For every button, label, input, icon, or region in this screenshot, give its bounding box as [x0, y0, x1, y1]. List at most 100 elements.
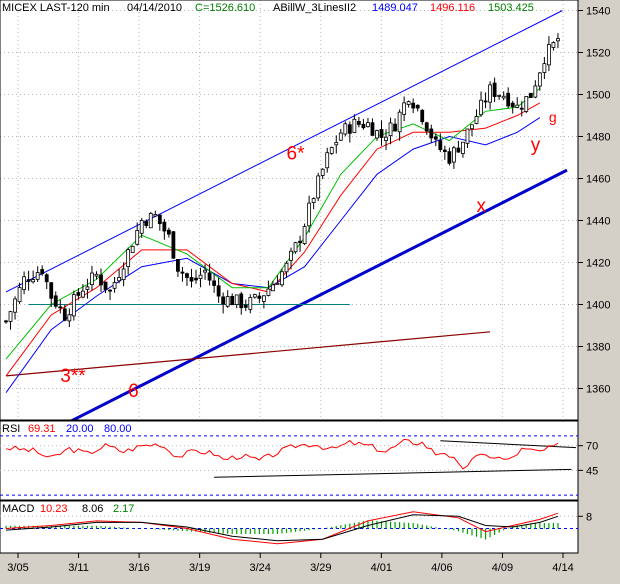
x-tick-label: 3/05 — [7, 562, 28, 574]
y-tick-label: 1500 — [586, 90, 610, 102]
candle-body — [406, 101, 411, 105]
candle — [442, 145, 447, 160]
candle — [551, 41, 556, 51]
candle — [556, 33, 560, 49]
candle-body — [537, 72, 542, 87]
macd-value-1: 10.23 — [40, 503, 68, 515]
candle — [366, 117, 370, 128]
candle-body — [194, 277, 198, 281]
candle — [148, 211, 153, 229]
candle-body — [429, 128, 434, 139]
candle — [456, 140, 461, 153]
macd-value-2: 8.06 — [82, 503, 103, 515]
candle-body — [203, 269, 207, 273]
x-tick-label: 3/19 — [189, 562, 210, 574]
candle-body — [17, 287, 22, 303]
candle — [284, 261, 289, 278]
candle-body — [556, 38, 560, 42]
rsi-level-low: 20.00 — [66, 423, 94, 435]
candle-body — [506, 92, 511, 107]
candle-body — [176, 259, 180, 272]
candle-body — [135, 230, 140, 245]
candle-body — [85, 286, 90, 290]
candle-body — [334, 142, 339, 146]
candle — [289, 247, 293, 270]
annotation-label: y — [531, 135, 541, 156]
candle-body — [524, 96, 529, 112]
candle-body — [53, 295, 58, 307]
candle — [429, 124, 434, 143]
candle — [451, 145, 456, 169]
header-value-green: 1503.425 — [488, 2, 534, 14]
candle — [81, 284, 85, 299]
candle — [243, 299, 248, 312]
candle — [384, 129, 388, 151]
y-tick-label: 1460 — [586, 174, 610, 186]
candle-body — [433, 136, 438, 140]
candle-body — [379, 129, 384, 138]
candle — [26, 270, 31, 291]
candle-body — [148, 213, 153, 229]
candle — [515, 97, 520, 109]
candle-body — [361, 123, 366, 129]
header-close: C=1526.610 — [195, 2, 255, 14]
macd-axis: 8 — [578, 511, 592, 523]
x-axis: 3/05 3/11 3/16 3/19 3/24 3/29 4/01 4/06 4/09 4/14 — [7, 553, 574, 574]
candle — [171, 230, 176, 259]
candle-body — [298, 240, 302, 244]
candle — [53, 291, 58, 309]
candle — [230, 293, 235, 306]
candle-body — [388, 122, 393, 137]
x-tick-label: 4/01 — [371, 562, 392, 574]
candle-body — [366, 122, 370, 128]
price-axis: 1360 1380 1400 1420 1440 1460 1480 1500 1520 1540 — [578, 6, 610, 396]
candle — [397, 109, 402, 141]
candle — [447, 147, 452, 166]
candle-body — [76, 292, 81, 296]
candle — [8, 310, 13, 330]
rsi-axis: 45 70 — [578, 441, 598, 477]
candle — [325, 147, 330, 173]
candle — [542, 56, 547, 80]
annotation-label: 6* — [287, 144, 306, 165]
candle — [76, 288, 81, 300]
candle-body — [90, 272, 94, 286]
candle-body — [402, 102, 407, 115]
candle-body — [393, 123, 397, 132]
candle-body — [130, 245, 135, 253]
candle — [234, 294, 239, 309]
candle — [108, 289, 112, 301]
header-date: 04/14/2010 — [127, 2, 182, 14]
candle — [361, 118, 366, 130]
candle — [415, 104, 420, 112]
candle-body — [103, 281, 108, 291]
candle-body — [58, 306, 63, 309]
candle-body — [447, 151, 452, 164]
header-value-blue: 1489.047 — [372, 2, 418, 14]
candle-body — [189, 277, 194, 282]
rsi-plot — [0, 435, 578, 496]
y-tick-label: 1380 — [586, 342, 610, 354]
candle-body — [375, 130, 379, 139]
rsi-level-high: 80.00 — [104, 423, 132, 435]
candle-body — [461, 141, 465, 154]
candle-body — [352, 118, 357, 133]
candle — [71, 290, 76, 321]
candle — [356, 116, 361, 128]
candle — [207, 263, 212, 286]
candle — [343, 121, 348, 137]
candle — [316, 172, 321, 202]
candle-body — [275, 282, 280, 285]
rsi-line — [5, 438, 559, 470]
candle-body — [153, 214, 158, 217]
y-tick-label: 1440 — [586, 216, 610, 228]
candle — [547, 36, 551, 72]
candle — [474, 109, 479, 125]
candle-body — [261, 295, 266, 302]
x-tick-label: 4/14 — [552, 562, 573, 574]
rsi-title: RSI — [2, 423, 20, 435]
candle — [117, 268, 122, 284]
candle — [506, 87, 511, 109]
rsi-y-tick-label: 70 — [586, 441, 598, 453]
